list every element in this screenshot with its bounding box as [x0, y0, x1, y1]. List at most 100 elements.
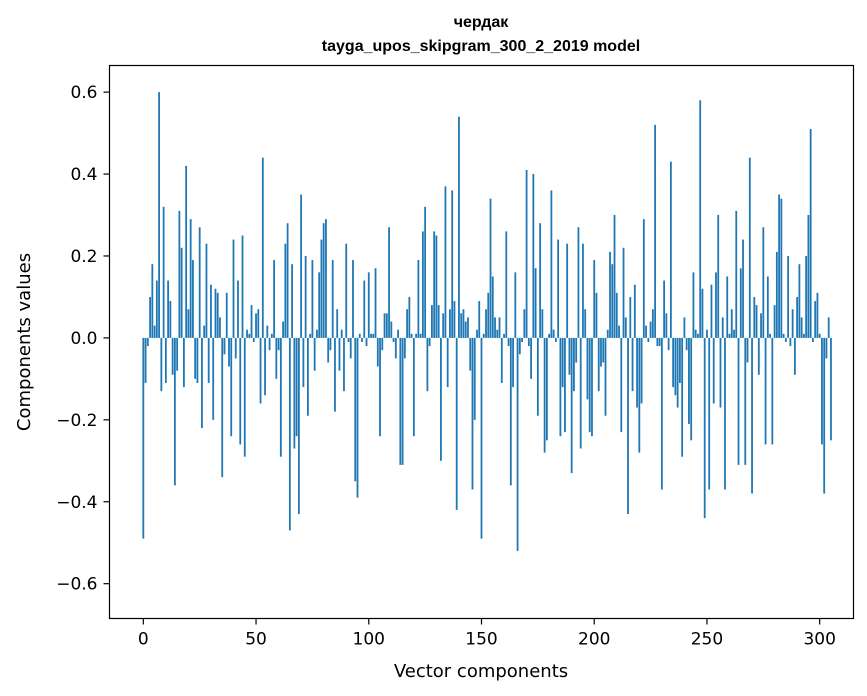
bar-46 [246, 329, 248, 338]
bar-278 [769, 333, 771, 338]
bar-169 [523, 309, 526, 338]
bar-235 [672, 337, 675, 388]
bar-118 [408, 296, 411, 338]
bar-281 [775, 251, 778, 338]
bar-27 [203, 325, 206, 338]
bar-143 [464, 321, 467, 338]
bar-248 [701, 288, 704, 338]
bar-61 [279, 337, 282, 457]
bar-131 [437, 305, 440, 338]
bar-69 [297, 337, 300, 515]
bar-161 [505, 231, 508, 338]
bar-132 [440, 337, 442, 461]
bar-80 [322, 223, 325, 338]
bar-54 [264, 337, 266, 396]
bar-26 [201, 337, 203, 429]
bar-87 [338, 337, 341, 371]
bar-121 [415, 333, 418, 338]
bar-67 [293, 337, 296, 449]
bar-295 [807, 215, 810, 338]
bar-35 [221, 337, 224, 478]
bar-217 [631, 337, 634, 392]
bar-300 [818, 333, 821, 338]
bar-209 [613, 215, 616, 338]
bar-29 [207, 337, 210, 383]
bar-30 [210, 284, 212, 338]
bar-286 [787, 255, 790, 338]
bar-49 [252, 337, 255, 342]
bar-102 [372, 333, 375, 338]
bar-52 [259, 337, 262, 404]
bar-96 [358, 333, 361, 338]
bar-23 [194, 337, 197, 379]
bar-275 [762, 227, 765, 338]
bar-280 [773, 305, 776, 338]
bar-105 [379, 337, 381, 437]
bar-94 [354, 337, 357, 482]
bar-95 [356, 337, 359, 498]
bar-73 [307, 337, 309, 416]
bar-212 [620, 337, 623, 433]
bar-197 [586, 337, 589, 400]
bar-137 [451, 190, 454, 338]
bar-171 [527, 337, 530, 347]
bar-166 [516, 337, 519, 551]
bar-18 [183, 337, 185, 388]
bar-173 [532, 174, 535, 338]
bar-120 [412, 337, 415, 437]
bar-244 [692, 272, 695, 338]
bar-75 [311, 260, 314, 338]
bar-60 [277, 337, 280, 351]
bar-261 [730, 309, 733, 338]
bar-263 [735, 210, 738, 338]
bar-203 [600, 337, 602, 367]
bar-182 [552, 329, 555, 338]
bar-135 [446, 337, 449, 388]
bar-92 [349, 337, 352, 359]
bar-236 [674, 337, 677, 396]
bar-271 [753, 296, 756, 338]
bar-229 [658, 337, 661, 347]
bar-16 [178, 210, 181, 338]
bar-114 [399, 337, 402, 465]
y-tick-label: −0.6 [56, 575, 97, 595]
bar-130 [435, 235, 438, 338]
x-tick-label: 250 [691, 630, 723, 650]
bar-170 [525, 169, 528, 338]
bar-2 [146, 337, 149, 347]
bar-239 [681, 337, 684, 457]
bar-200 [593, 260, 596, 338]
bar-256 [719, 337, 722, 408]
bar-6 [155, 280, 158, 338]
bar-159 [500, 337, 503, 383]
bar-188 [566, 243, 569, 338]
bar-53 [261, 157, 264, 338]
bar-279 [771, 337, 774, 445]
bar-108 [385, 313, 388, 338]
bar-59 [275, 337, 278, 379]
bar-189 [568, 337, 571, 375]
bar-145 [469, 337, 472, 371]
bar-99 [365, 337, 368, 347]
bar-90 [345, 243, 348, 338]
bar-198 [588, 337, 591, 433]
bar-186 [561, 337, 564, 388]
bar-85 [334, 337, 336, 412]
bar-141 [460, 313, 463, 338]
bar-13 [171, 337, 174, 375]
bar-125 [424, 206, 427, 338]
bar-222 [642, 219, 645, 338]
bar-76 [313, 337, 316, 371]
bar-297 [812, 337, 814, 342]
bar-65 [288, 337, 291, 531]
bar-57 [270, 333, 273, 338]
bar-107 [383, 313, 386, 338]
x-tick-label: 100 [353, 630, 385, 650]
bar-221 [640, 337, 643, 404]
bar-66 [291, 264, 294, 338]
x-tick-label: 200 [578, 630, 610, 650]
bar-34 [219, 317, 221, 338]
bar-3 [149, 296, 151, 338]
bar-165 [514, 272, 517, 338]
bar-289 [793, 337, 796, 375]
